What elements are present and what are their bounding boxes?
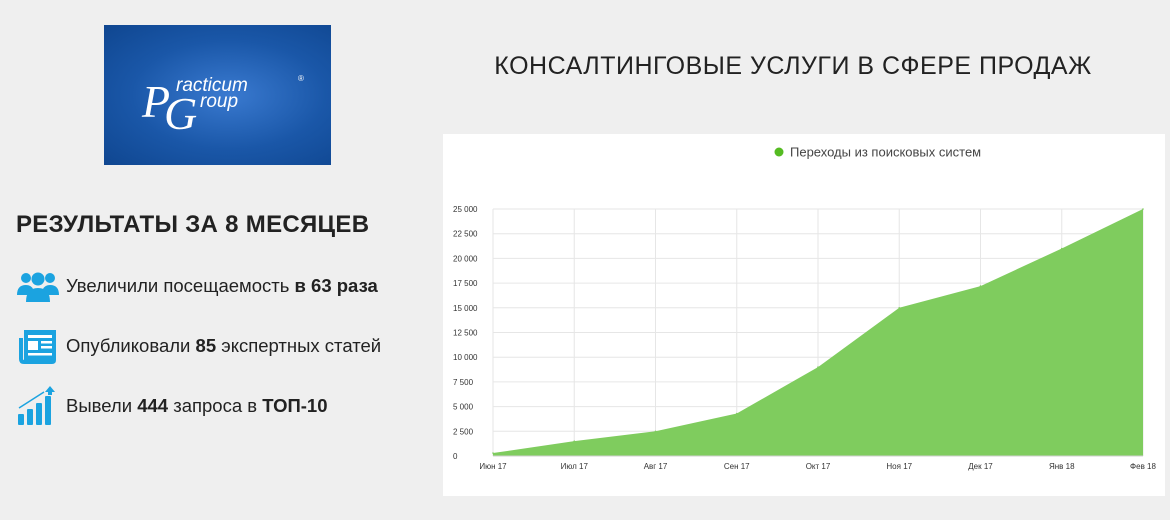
y-tick-label: 10 000 [453, 353, 478, 362]
result-highlight-top10: ТОП-10 [262, 395, 328, 416]
data-point [492, 452, 494, 454]
result-text-queries: Вывели 444 запроса в ТОП-10 [66, 395, 328, 416]
result-item-visits: Увеличили посещаемость в 63 раза [16, 266, 436, 306]
y-tick-label: 5 000 [453, 403, 474, 412]
data-point [817, 366, 819, 368]
x-tick-label: Июн 17 [479, 462, 507, 471]
result-highlight: 85 [195, 335, 217, 356]
results-heading: РЕЗУЛЬТАТЫ ЗА 8 МЕСЯЦЕВ [16, 211, 370, 238]
x-tick-label: Дек 17 [968, 462, 993, 471]
search-traffic-chart: 0 2 500 5 000 7 500 10 000 12 500 15 000 17 500… [453, 145, 1157, 472]
logo-registered: ® [298, 74, 304, 83]
data-point [979, 285, 982, 287]
y-tick-label: 7 500 [453, 378, 474, 387]
data-point [735, 412, 738, 415]
result-highlight: 444 [137, 395, 169, 416]
y-tick-label: 17 500 [453, 279, 478, 288]
x-tick-label: Окт 17 [806, 462, 831, 471]
x-tick-label: Янв 18 [1049, 462, 1075, 471]
result-text-articles: Опубликовали 85 экспертных статей [66, 335, 382, 356]
newspaper-icon [19, 330, 56, 364]
logo-letter-g: G [164, 88, 197, 139]
logo-mark: P G racticum roup ® [141, 74, 304, 139]
data-point [573, 440, 576, 442]
x-tick-label: Июл 17 [561, 462, 589, 471]
logo-letter-p: P [141, 76, 170, 127]
data-point [898, 307, 901, 309]
area-series [493, 209, 1143, 456]
result-item-articles: Опубликовали 85 экспертных статей [16, 326, 436, 366]
chart-card: 0 2 500 5 000 7 500 10 000 12 500 15 000 17 500… [443, 134, 1165, 496]
data-point [1060, 247, 1063, 250]
data-point [654, 430, 657, 433]
y-tick-label: 15 000 [453, 304, 478, 313]
x-tick-label: Ноя 17 [886, 462, 912, 471]
x-tick-label: Авг 17 [644, 462, 668, 471]
y-tick-label: 22 500 [453, 230, 478, 239]
legend-marker [774, 147, 784, 157]
logo-word-top: racticum [176, 75, 248, 96]
y-tick-label: 0 [453, 452, 458, 461]
y-tick-label: 2 500 [453, 427, 474, 436]
x-tick-label: Сен 17 [724, 462, 750, 471]
logo-word-bottom: roup [200, 91, 238, 112]
legend-label: Переходы из поисковых систем [790, 145, 981, 160]
users-icon [17, 272, 59, 302]
y-tick-label: 20 000 [453, 254, 478, 263]
company-logo: P G racticum roup ® [104, 25, 331, 165]
result-text-visits: Увеличили посещаемость в 63 раза [66, 275, 378, 296]
growth-bars-icon [18, 386, 55, 425]
x-tick-label: Фев 18 [1130, 462, 1156, 471]
result-highlight: в 63 раза [294, 275, 378, 296]
page-title: КОНСАЛТИНГОВЫЕ УСЛУГИ В СФЕРЕ ПРОДАЖ [494, 52, 1092, 80]
y-tick-label: 25 000 [453, 205, 478, 214]
data-point [1142, 208, 1144, 210]
y-tick-label: 12 500 [453, 329, 478, 338]
result-item-queries: Вывели 444 запроса в ТОП-10 [16, 386, 436, 426]
